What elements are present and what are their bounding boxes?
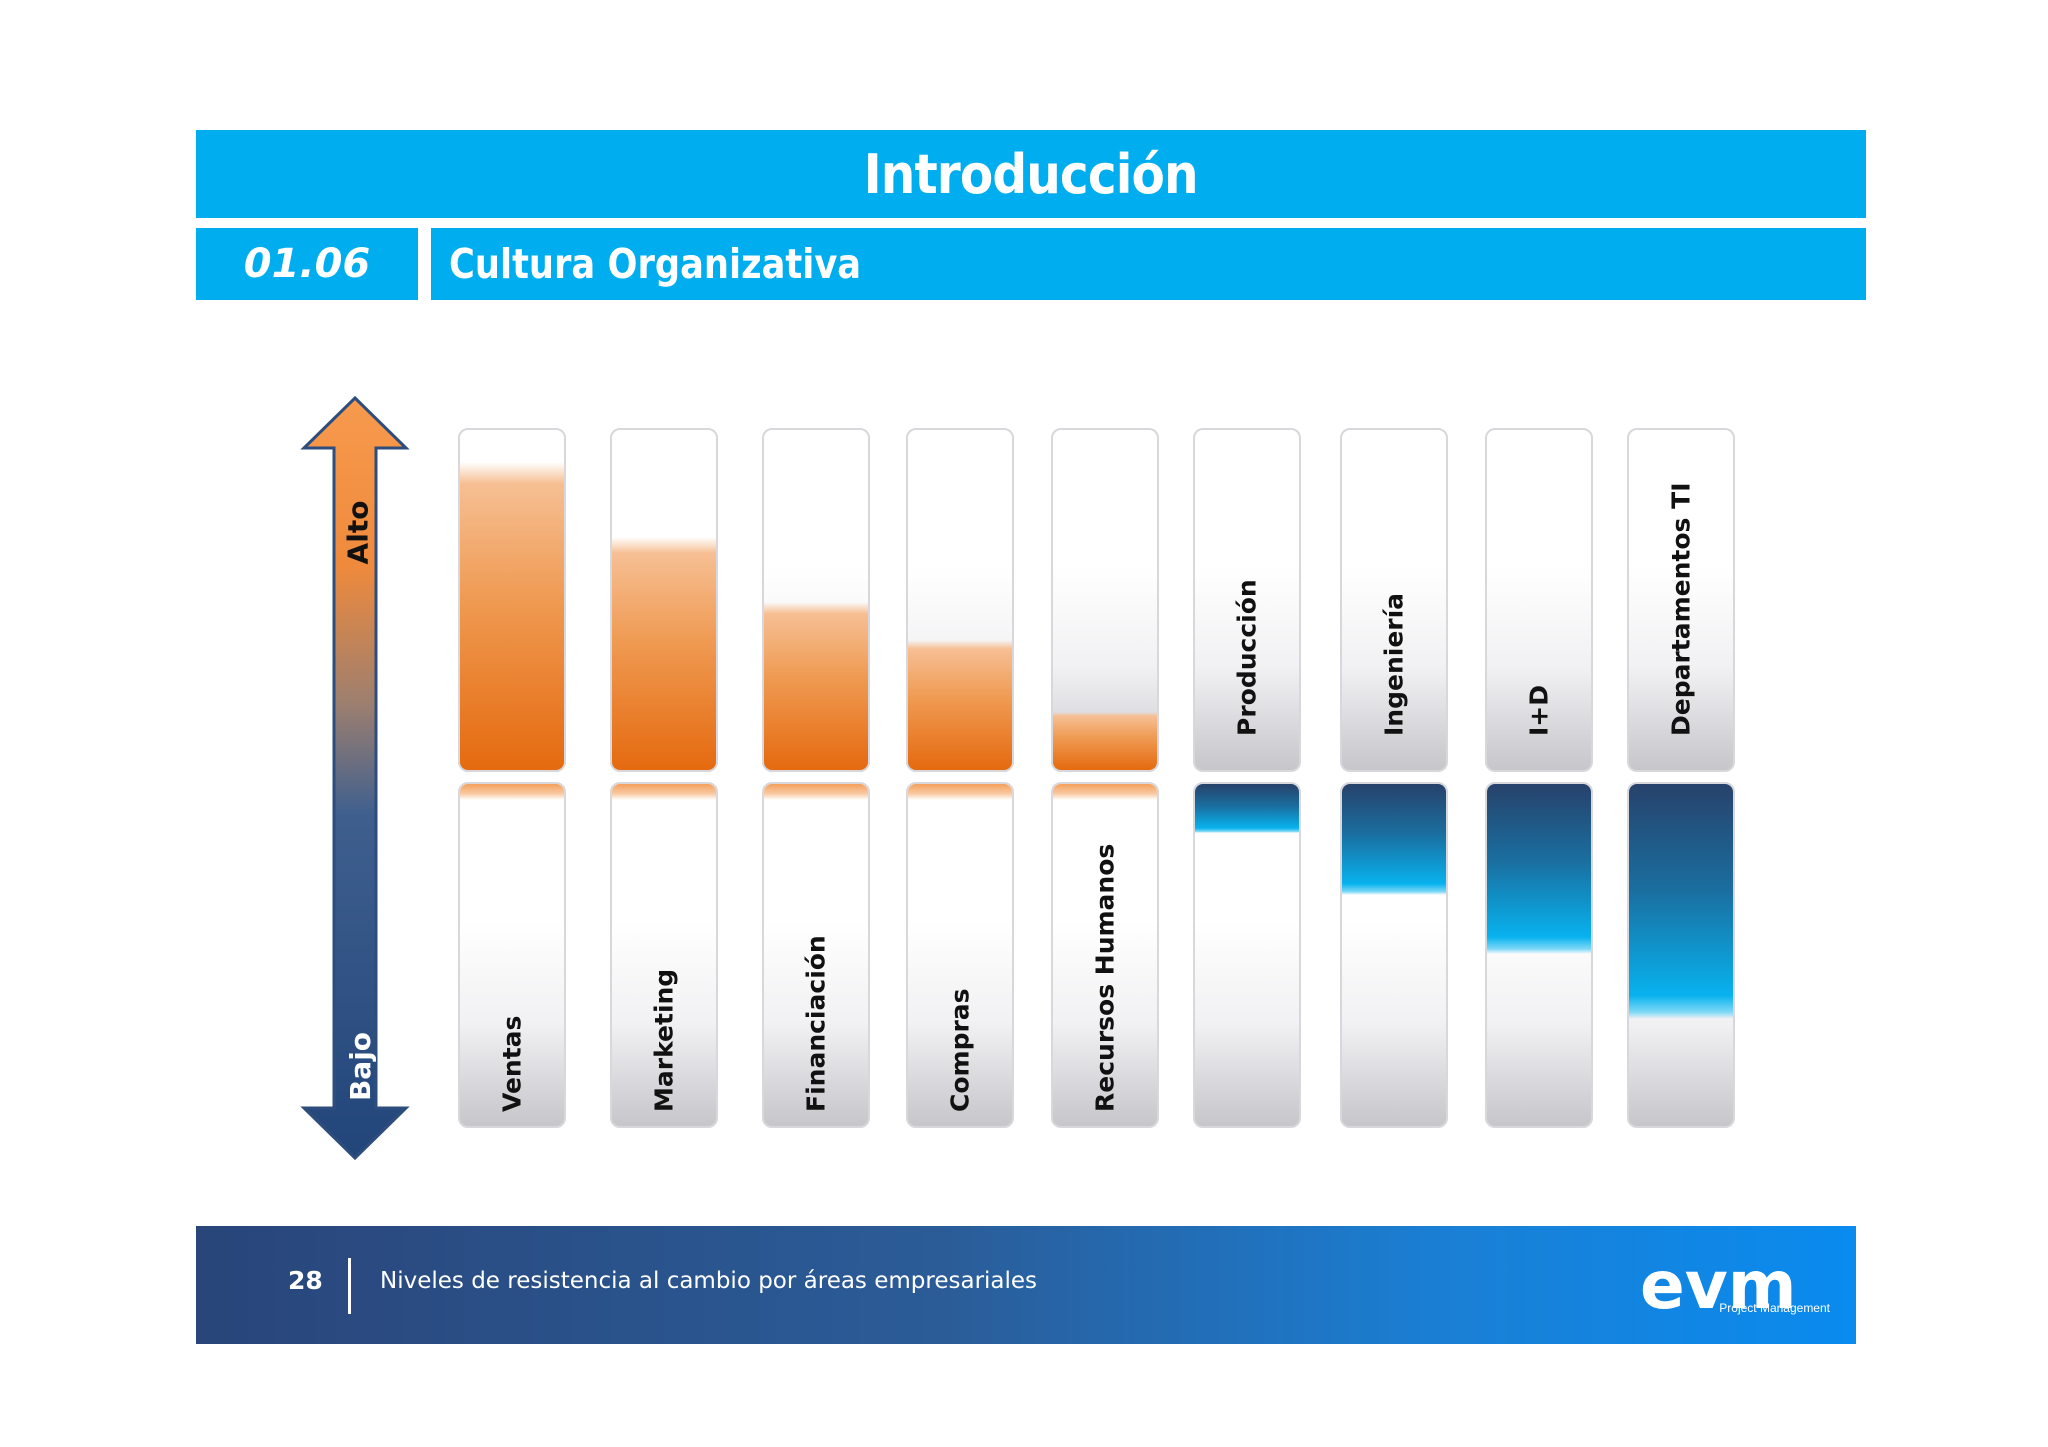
footer-divider	[348, 1258, 351, 1314]
svg-text:evm: evm	[1640, 1247, 1797, 1324]
bar-separator	[460, 784, 564, 800]
bar-bottom: Ventas	[458, 782, 566, 1128]
bar-label: Departamentos TI	[1666, 482, 1696, 737]
resistance-axis-arrow-icon	[300, 395, 410, 1161]
evm-logo: evm	[1640, 1247, 1797, 1324]
bar-fill	[908, 640, 1012, 770]
bar-fill	[764, 602, 868, 770]
bar-top	[906, 428, 1014, 772]
bar-fill	[612, 537, 716, 770]
bar-top	[1051, 428, 1159, 772]
bar-top: Ingeniería	[1340, 428, 1448, 772]
bar-top	[458, 428, 566, 772]
footer: 28 Niveles de resistencia al cambio por …	[196, 1226, 1856, 1344]
bar-top	[610, 428, 718, 772]
bar-bottom	[1627, 782, 1735, 1128]
bar-label: Ventas	[497, 1015, 527, 1112]
bar-bottom: Compras	[906, 782, 1014, 1128]
bar-separator	[908, 784, 1012, 800]
bar-label: Ingeniería	[1379, 592, 1409, 736]
section-title-box: Cultura Organizativa	[431, 228, 1866, 300]
axis-label-high: Alto	[341, 500, 375, 565]
bar-fill	[1487, 784, 1591, 954]
bar-separator	[764, 784, 868, 800]
bar-fill	[1053, 712, 1157, 770]
title-bar: Introducción	[196, 130, 1866, 218]
bar-bottom	[1340, 782, 1448, 1128]
bar-label: Marketing	[649, 968, 679, 1112]
bar-label: Financiación	[801, 935, 831, 1112]
bar-fill	[460, 462, 564, 770]
bar-bottom: Recursos Humanos	[1051, 782, 1159, 1128]
bar-bottom	[1193, 782, 1301, 1128]
bar-top: Departamentos TI	[1627, 428, 1735, 772]
bar-top: Producción	[1193, 428, 1301, 772]
section-title: Cultura Organizativa	[449, 240, 862, 288]
bar-label: Compras	[945, 988, 975, 1112]
bar-bottom: Financiación	[762, 782, 870, 1128]
bar-label: Recursos Humanos	[1090, 843, 1120, 1112]
axis-label-low: Bajo	[344, 1031, 378, 1102]
page-title: Introducción	[863, 142, 1199, 206]
bar-top: I+D	[1485, 428, 1593, 772]
bar-bottom: Marketing	[610, 782, 718, 1128]
bar-bottom	[1485, 782, 1593, 1128]
section-number: 01.06	[243, 241, 371, 287]
bar-separator	[612, 784, 716, 800]
bar-label: Producción	[1232, 579, 1262, 736]
footer-caption: Niveles de resistencia al cambio por áre…	[380, 1268, 1038, 1294]
page-number: 28	[288, 1266, 323, 1295]
bar-top	[762, 428, 870, 772]
bar-fill	[1342, 784, 1446, 895]
bar-separator	[1053, 784, 1157, 800]
bar-fill	[1629, 784, 1733, 1019]
bar-fill	[1195, 784, 1299, 833]
bar-label: I+D	[1524, 684, 1554, 736]
section-number-box: 01.06	[196, 228, 418, 300]
logo-subtitle: Project Management	[1719, 1301, 1830, 1315]
